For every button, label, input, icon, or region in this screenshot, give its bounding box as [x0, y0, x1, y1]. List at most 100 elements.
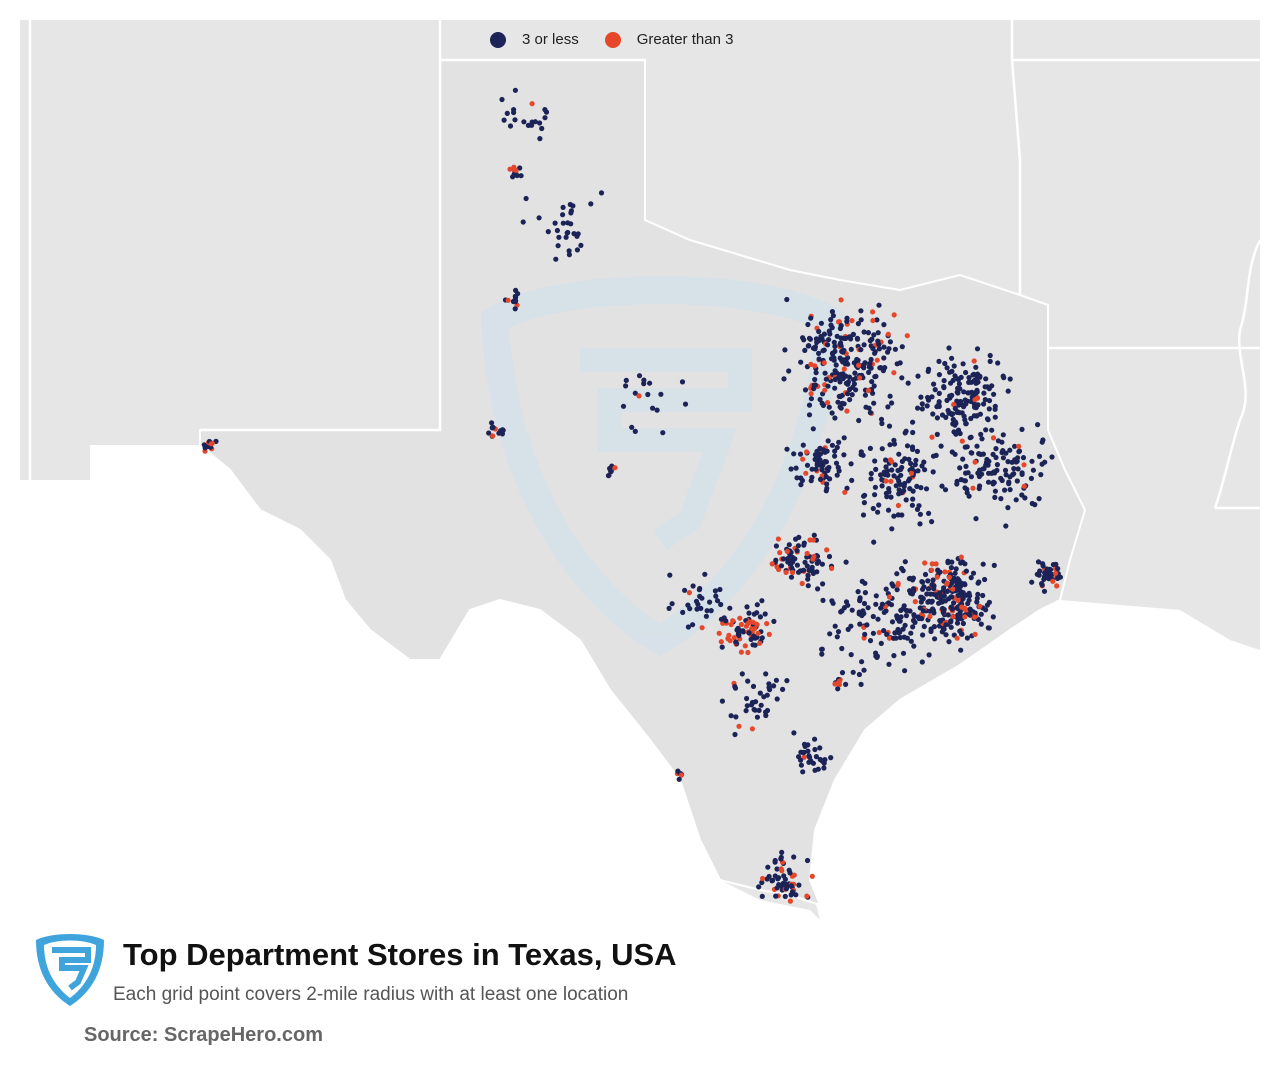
grid-point-low	[680, 609, 686, 616]
grid-point-low	[974, 389, 980, 395]
grid-point-low	[961, 389, 967, 395]
grid-point-low	[868, 476, 874, 482]
grid-point-low	[819, 651, 825, 657]
grid-point-low	[798, 762, 805, 768]
grid-point-high	[934, 574, 940, 580]
grid-point-low	[845, 626, 851, 633]
grid-point-low	[1003, 450, 1009, 456]
grid-point-low	[489, 420, 495, 426]
grid-point-low	[713, 593, 719, 599]
grid-point-low	[945, 407, 951, 414]
grid-point-low	[938, 594, 944, 600]
grid-point-low	[1000, 455, 1007, 461]
grid-point-low	[887, 442, 893, 448]
grid-point-low	[878, 472, 884, 478]
grid-point-low	[959, 593, 965, 599]
grid-point-low	[1028, 475, 1034, 481]
grid-point-low	[957, 628, 963, 634]
grid-point-low	[855, 589, 861, 595]
grid-point-low	[898, 466, 904, 473]
grid-point-low	[490, 424, 496, 430]
grid-point-low	[647, 380, 653, 386]
grid-point-low	[806, 754, 813, 760]
grid-point-low	[511, 298, 518, 304]
grid-point-low	[812, 746, 818, 753]
grid-point-low	[761, 694, 767, 700]
grid-point-low	[658, 391, 664, 397]
grid-point-low	[539, 125, 545, 132]
grid-point-low	[832, 376, 838, 383]
grid-point-high	[886, 635, 893, 641]
grid-point-low	[982, 384, 988, 390]
store-grid-points	[201, 87, 1063, 904]
grid-point-low	[1035, 422, 1041, 428]
grid-point-low	[568, 221, 574, 227]
grid-point-low	[982, 397, 988, 403]
grid-point-low	[869, 336, 875, 342]
grid-point-low	[886, 423, 893, 429]
grid-point-high	[912, 599, 918, 605]
grid-point-low	[1015, 466, 1021, 472]
grid-point-low	[778, 563, 785, 569]
grid-point-low	[896, 487, 902, 493]
grid-point-low	[771, 618, 777, 625]
grid-point-high	[784, 548, 790, 555]
grid-point-low	[858, 317, 864, 323]
grid-point-low	[919, 406, 925, 412]
grid-point-low	[826, 337, 832, 343]
grid-point-high	[865, 387, 872, 394]
grid-point-low	[773, 543, 780, 549]
grid-point-high	[972, 459, 978, 465]
grid-point-low	[822, 449, 828, 455]
grid-point-low	[732, 685, 739, 691]
grid-point-low	[812, 376, 818, 383]
grid-point-low	[995, 360, 1001, 366]
grid-point-low	[879, 601, 886, 607]
grid-point-low	[976, 579, 982, 585]
grid-point-low	[955, 616, 961, 622]
grid-point-low	[953, 431, 959, 437]
grid-point-high	[757, 640, 763, 646]
grid-point-low	[883, 464, 889, 470]
grid-point-low	[834, 634, 840, 640]
grid-point-low	[946, 345, 952, 351]
grid-point-low	[821, 765, 827, 771]
grid-point-low	[986, 386, 992, 392]
legend-dot-low-icon	[490, 31, 506, 48]
grid-point-low	[517, 165, 523, 171]
grid-point-low	[963, 421, 969, 427]
grid-point-low	[989, 427, 995, 433]
grid-point-high	[766, 631, 772, 638]
grid-point-high	[1016, 443, 1022, 449]
grid-point-low	[786, 542, 792, 548]
grid-point-low	[832, 448, 838, 454]
grid-point-low	[756, 707, 762, 714]
grid-point-low	[837, 379, 843, 385]
grid-point-low	[1007, 376, 1013, 382]
grid-point-low	[798, 359, 804, 365]
grid-point-high	[958, 554, 964, 560]
grid-point-low	[826, 404, 832, 410]
grid-point-low	[717, 586, 723, 593]
grid-point-low	[919, 579, 925, 585]
grid-point-low	[952, 451, 958, 457]
grid-point-low	[543, 109, 550, 115]
grid-point-low	[942, 360, 948, 367]
grid-point-high	[950, 614, 956, 620]
grid-point-low	[820, 597, 826, 604]
grid-point-low	[941, 384, 947, 390]
grid-point-low	[862, 492, 868, 498]
grid-point-low	[918, 394, 924, 400]
grid-point-low	[714, 598, 721, 604]
grid-point-high	[808, 391, 814, 397]
grid-point-low	[754, 602, 760, 608]
grid-point-low	[1042, 570, 1048, 576]
grid-point-high	[730, 618, 736, 624]
grid-point-low	[831, 355, 837, 361]
grid-point-low	[794, 548, 800, 554]
grid-point-low	[954, 481, 960, 487]
grid-point-low	[815, 586, 821, 592]
grid-point-low	[806, 343, 812, 349]
grid-point-low	[936, 390, 942, 396]
grid-point-low	[1013, 497, 1019, 503]
